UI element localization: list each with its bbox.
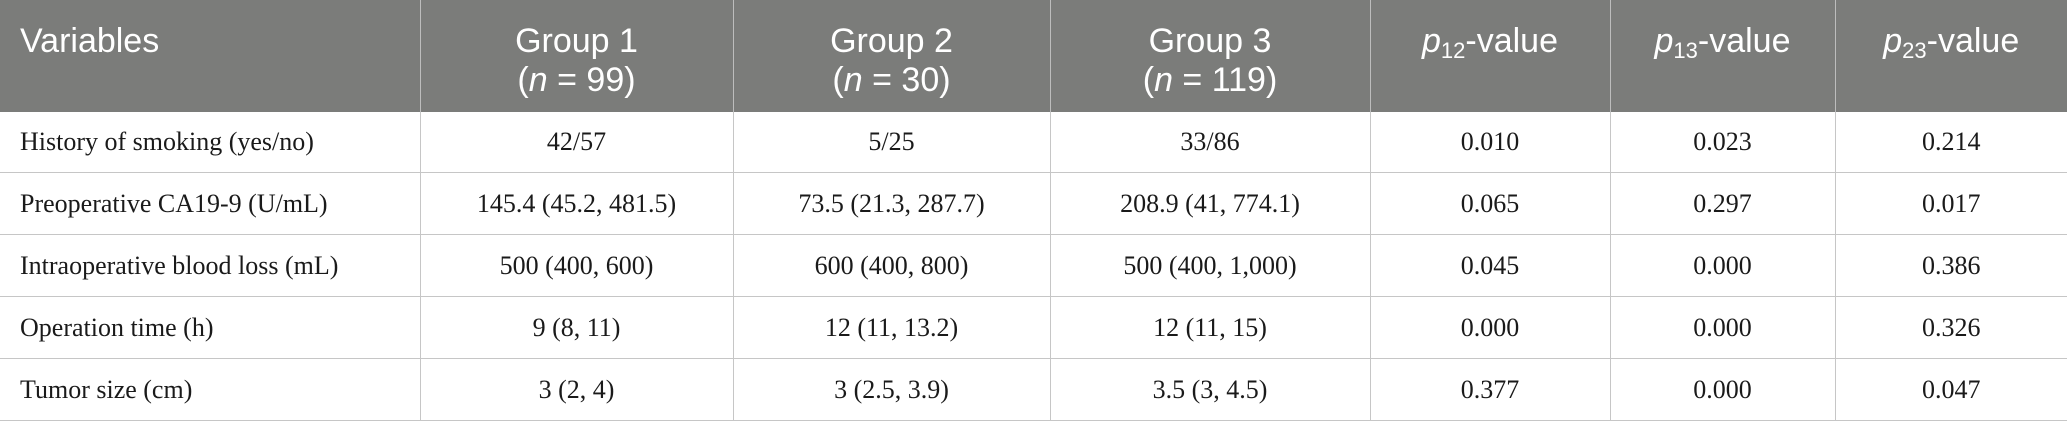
header-p23-value: p23-value [1834,0,2067,112]
group-2-cell: 600 (400, 800) [732,234,1050,297]
header-p13-p: p [1654,22,1674,60]
header-p23-suffix: -value [1926,22,2020,60]
header-p13-value: p13-value [1609,0,1835,112]
p23-cell: 0.326 [1834,296,2067,359]
header-group-3-n-value: = 119 [1172,61,1266,99]
header-variables: Variables [0,0,420,112]
p13-cell: 0.023 [1609,112,1835,173]
group-3-cell: 500 (400, 1,000) [1049,234,1370,297]
p23-cell: 0.047 [1834,358,2067,421]
table-header: Variables Group 1 (n = 99) Group 2 (n = … [0,0,2067,112]
p23-cell: 0.386 [1834,234,2067,297]
group-3-cell: 33/86 [1049,112,1370,173]
header-group-3-label: Group 3 [1148,22,1272,60]
results-table-container: Variables Group 1 (n = 99) Group 2 (n = … [0,0,2067,421]
header-group-2-label: Group 2 [830,22,953,60]
p12-cell: 0.377 [1369,358,1610,421]
header-group-1-n-value: = 99 [547,61,625,99]
group-1-cell: 9 (8, 11) [419,296,733,359]
header-group-1-n: n [528,61,548,99]
p12-cell: 0.065 [1369,172,1610,235]
table-row: History of smoking (yes/no) 42/57 5/25 3… [0,112,2067,173]
table-row: Operation time (h) 9 (8, 11) 12 (11, 13.… [0,296,2067,359]
group-3-cell: 12 (11, 15) [1049,296,1370,359]
p23-cell: 0.214 [1834,112,2067,173]
group-3-cell: 3.5 (3, 4.5) [1049,358,1370,421]
table-body: History of smoking (yes/no) 42/57 5/25 3… [0,112,2067,421]
header-p23-p: p [1883,22,1903,60]
header-variables-label: Variables [20,22,160,60]
p12-cell: 0.045 [1369,234,1610,297]
row-label: Intraoperative blood loss (mL) [0,234,420,297]
p12-cell: 0.000 [1369,296,1610,359]
header-p13-sub: 13 [1673,38,1698,63]
header-group-1: Group 1 (n = 99) [419,0,733,112]
group-1-cell: 42/57 [419,112,733,173]
results-table: Variables Group 1 (n = 99) Group 2 (n = … [0,0,2067,421]
group-1-cell: 145.4 (45.2, 481.5) [419,172,733,235]
p12-cell: 0.010 [1369,112,1610,173]
header-group-2-n-value: = 30 [862,61,940,99]
header-p12-p: p [1421,22,1441,60]
group-2-cell: 3 (2.5, 3.9) [732,358,1050,421]
p13-cell: 0.000 [1609,358,1835,421]
row-label: History of smoking (yes/no) [0,112,420,173]
header-p12-sub: 12 [1440,38,1466,63]
table-row: Tumor size (cm) 3 (2, 4) 3 (2.5, 3.9) 3.… [0,358,2067,421]
header-p12-value: p12-value [1369,0,1610,112]
p23-cell: 0.017 [1834,172,2067,235]
row-label: Tumor size (cm) [0,358,420,421]
group-2-cell: 73.5 (21.3, 287.7) [732,172,1050,235]
group-1-cell: 3 (2, 4) [419,358,733,421]
p13-cell: 0.297 [1609,172,1835,235]
table-row: Intraoperative blood loss (mL) 500 (400,… [0,234,2067,297]
header-group-2-n: n [843,61,863,99]
group-2-cell: 5/25 [732,112,1050,173]
header-p12-suffix: -value [1465,22,1558,60]
row-label: Preoperative CA19-9 (U/mL) [0,172,420,235]
header-group-3-n: n [1154,61,1173,99]
header-p13-suffix: -value [1697,22,1791,60]
header-row: Variables Group 1 (n = 99) Group 2 (n = … [0,0,2067,112]
group-1-cell: 500 (400, 600) [419,234,733,297]
header-p23-sub: 23 [1902,38,1927,63]
p13-cell: 0.000 [1609,296,1835,359]
row-label: Operation time (h) [0,296,420,359]
group-2-cell: 12 (11, 13.2) [732,296,1050,359]
header-group-2: Group 2 (n = 30) [732,0,1050,112]
header-group-3: Group 3 (n = 119) [1049,0,1370,112]
group-3-cell: 208.9 (41, 774.1) [1049,172,1370,235]
p13-cell: 0.000 [1609,234,1835,297]
table-row: Preoperative CA19-9 (U/mL) 145.4 (45.2, … [0,172,2067,235]
header-group-1-label: Group 1 [515,22,638,60]
